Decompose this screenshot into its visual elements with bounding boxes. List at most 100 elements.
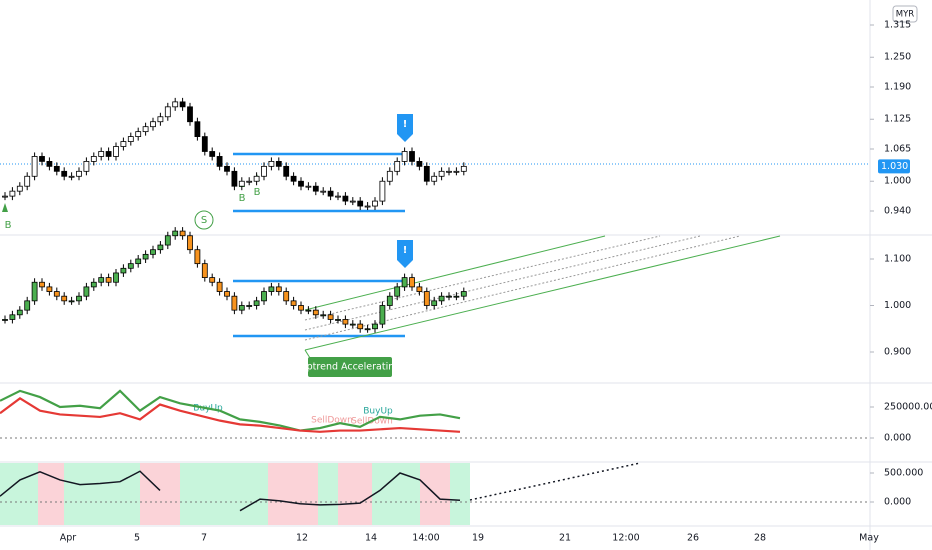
candle-body <box>364 328 371 331</box>
candle-body <box>283 291 290 302</box>
x-tick-label: 14:00 <box>412 533 439 544</box>
y-tick-label: 250000.000 <box>884 402 932 413</box>
y-tick-label: 1.000 <box>884 300 911 311</box>
candle-body <box>194 121 201 138</box>
candle-body <box>76 295 82 302</box>
candle-body <box>135 258 142 265</box>
callout-text: Uptrend Accelerating <box>300 362 401 373</box>
y-tick-label: 1.000 <box>884 176 911 187</box>
candle-body <box>31 281 38 302</box>
series-line <box>0 470 461 512</box>
candle-body <box>76 170 82 177</box>
candle-body <box>305 185 312 188</box>
candle-body <box>2 319 8 321</box>
candle-body <box>127 136 134 142</box>
candle-body <box>298 305 304 311</box>
candle-body <box>290 175 297 182</box>
x-tick-label: May <box>859 533 879 544</box>
candle-body <box>268 286 275 292</box>
alert-text: ! <box>403 119 408 130</box>
series-line <box>0 396 461 433</box>
alert-text: ! <box>403 245 408 256</box>
y-tick-label: 1.250 <box>884 52 911 63</box>
candle-body <box>261 291 267 302</box>
candle-body <box>2 195 8 198</box>
y-tick-label: 1.065 <box>884 144 911 155</box>
candle-body <box>290 300 297 306</box>
channel <box>304 235 781 351</box>
candle-body <box>224 291 230 297</box>
candle-body <box>349 200 356 203</box>
candle-body <box>335 195 341 198</box>
candle-body <box>24 300 31 311</box>
callout-box <box>308 357 392 377</box>
candle-body <box>386 295 393 306</box>
y-tick-label: 0.940 <box>884 206 911 217</box>
currency-text: MYR <box>896 10 915 20</box>
candle-body <box>31 156 38 177</box>
candle-body <box>179 230 186 237</box>
candle-body <box>231 295 238 311</box>
candle-body <box>16 185 23 192</box>
sell-circle <box>194 210 214 230</box>
candle-body <box>194 249 201 265</box>
candle-body <box>312 185 319 192</box>
channel-mid <box>304 235 741 341</box>
candle-body <box>438 170 445 177</box>
plot <box>0 470 461 512</box>
candle-body <box>357 200 364 207</box>
candle-body <box>150 121 156 128</box>
zone-bg <box>0 463 470 525</box>
candle-body <box>172 230 179 237</box>
currency-badge[interactable] <box>892 5 918 23</box>
candle-body <box>61 295 68 302</box>
candle-body <box>187 106 193 123</box>
candle-body <box>401 277 408 288</box>
candle-body <box>201 136 208 152</box>
candle-body <box>68 300 75 303</box>
buy-marker <box>2 203 8 212</box>
x-tick-label: 14 <box>365 533 377 544</box>
candle-body <box>416 286 423 292</box>
candle-body <box>150 249 156 255</box>
candle-body <box>283 165 290 177</box>
y-tick-label: 0.000 <box>884 497 911 508</box>
candle-body <box>253 300 260 306</box>
candle-body <box>113 272 119 283</box>
candle-body <box>231 170 238 187</box>
candle-body <box>216 281 223 292</box>
candle-body <box>275 160 282 167</box>
x-tick-label: 26 <box>687 533 699 544</box>
candle-body <box>246 305 253 307</box>
candle-body <box>224 165 230 172</box>
candle-body <box>201 263 208 278</box>
candle-body <box>394 160 401 172</box>
candle-body <box>113 146 119 157</box>
alert-flag <box>397 114 413 142</box>
candle-body <box>246 180 253 183</box>
x-tick-label: 5 <box>134 533 140 544</box>
candle-body <box>460 291 467 297</box>
candle-body <box>327 314 334 320</box>
candle-body <box>209 277 216 283</box>
candle-body <box>394 286 401 297</box>
signal-label: BuyUp <box>363 407 393 417</box>
candle-body <box>46 160 53 167</box>
x-tick-label: 21 <box>559 533 571 544</box>
candle-body <box>120 267 127 274</box>
buy-label: B <box>5 220 12 231</box>
candle-body <box>460 165 467 172</box>
candle-body <box>423 291 430 306</box>
candle-body <box>431 300 438 306</box>
sell-label: S <box>201 215 207 226</box>
candle-body <box>209 151 216 157</box>
candle-body <box>438 295 445 302</box>
y-tick-label: 1.125 <box>884 114 911 125</box>
candle-body <box>90 281 97 288</box>
candle-body <box>127 263 134 269</box>
candle-body <box>327 190 334 197</box>
y-tick-label: 0.900 <box>884 347 911 358</box>
candle-body <box>164 235 171 246</box>
candle-body <box>83 160 90 172</box>
